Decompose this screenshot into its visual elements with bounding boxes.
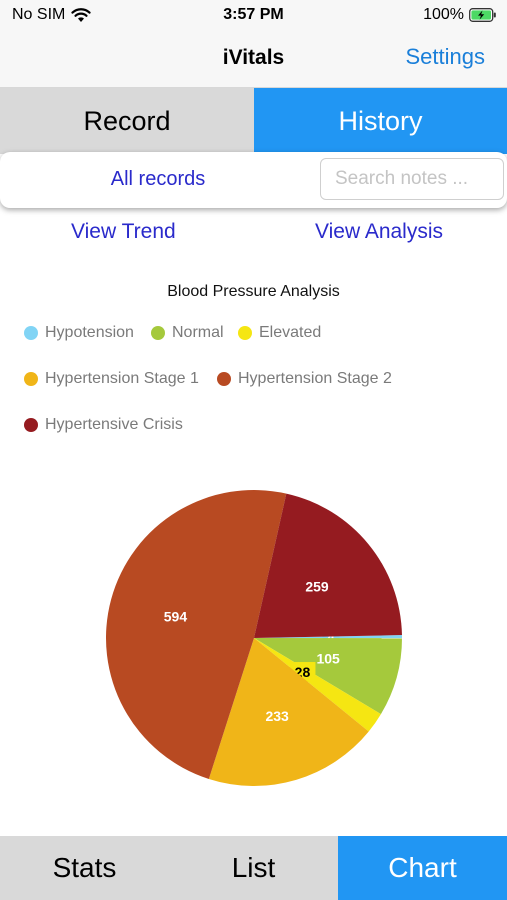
chart-title: Blood Pressure Analysis	[167, 283, 340, 300]
pie-value-label: 4	[327, 629, 335, 645]
legend-swatch	[217, 372, 231, 386]
segment-record[interactable]: Record	[0, 88, 254, 154]
legend-item-hypotension: Hypotension	[24, 324, 134, 342]
pie-value-label: 594	[164, 609, 188, 625]
legend-item-hypertension-stage-2: Hypertension Stage 2	[217, 370, 392, 388]
wifi-icon	[71, 7, 91, 22]
view-trend-link[interactable]: View Trend	[71, 220, 176, 243]
battery-charging-icon	[469, 8, 496, 22]
legend-item-elevated: Elevated	[238, 324, 321, 342]
pie-value-label: 259	[305, 578, 329, 594]
legend-swatch	[24, 372, 38, 386]
legend-label: Hypertension Stage 1	[45, 370, 199, 387]
filter-card: All records	[0, 152, 507, 208]
legend-item-normal: Normal	[151, 324, 224, 342]
carrier-label: No SIM	[12, 6, 66, 23]
legend-label: Hypertension Stage 2	[238, 370, 392, 387]
view-analysis-link[interactable]: View Analysis	[315, 220, 444, 243]
legend-item-hypertensive-crisis: Hypertensive Crisis	[24, 416, 183, 434]
legend-label: Elevated	[259, 324, 322, 341]
pie-value-label: 105	[316, 651, 340, 667]
navigation-bar: iVitals Settings	[0, 32, 507, 88]
battery-percent: 100%	[423, 6, 464, 23]
page-title: iVitals	[222, 46, 285, 69]
tab-chart[interactable]: Chart	[338, 836, 507, 900]
legend-label: Hypertensive Crisis	[45, 416, 183, 433]
pie-slice-normal	[254, 638, 402, 715]
legend-label: Normal	[172, 324, 224, 341]
pie-value-label: 233	[265, 708, 289, 724]
settings-button[interactable]: Settings	[405, 44, 486, 69]
legend-swatch	[238, 326, 252, 340]
status-left: No SIM	[12, 6, 91, 24]
legend-label: Hypotension	[45, 324, 134, 341]
pie-slice-hypertensive-crisis	[254, 493, 402, 638]
status-right: 100%	[423, 6, 497, 24]
pie-slice-hypertension-stage-1	[208, 638, 369, 787]
tab-list[interactable]: List	[169, 836, 338, 900]
status-bar: No SIM 3:57 PM 100%	[0, 0, 507, 32]
tab-stats[interactable]: Stats	[0, 836, 169, 900]
search-notes-input[interactable]	[320, 158, 504, 200]
status-time: 3:57 PM	[223, 6, 284, 23]
legend-swatch	[24, 326, 38, 340]
legend-item-hypertension-stage-1: Hypertension Stage 1	[24, 370, 199, 388]
pie-slice-hypertension-stage-2	[105, 489, 287, 779]
bottom-tab-bar: Stats List Chart	[0, 836, 507, 900]
all-records-filter[interactable]: All records	[110, 168, 206, 190]
pie-slice-elevated	[254, 638, 381, 732]
segment-history[interactable]: History	[254, 88, 507, 154]
legend-swatch	[151, 326, 165, 340]
legend-swatch	[24, 418, 38, 432]
